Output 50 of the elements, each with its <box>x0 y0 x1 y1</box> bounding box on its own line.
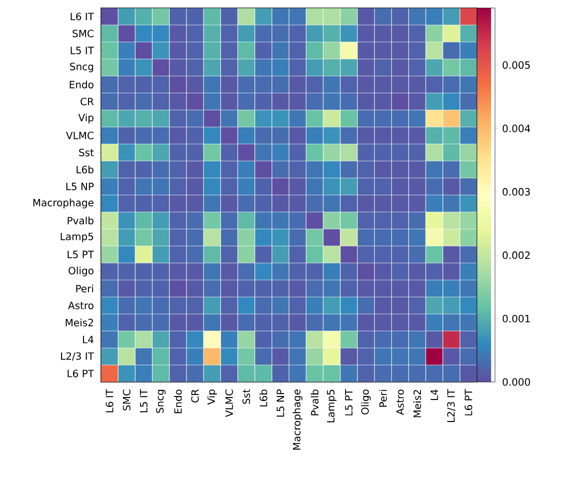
y-tick-label: CR <box>80 98 94 106</box>
y-tick-label: Astro <box>68 302 94 310</box>
x-tick-label: L6 PT <box>464 389 472 416</box>
x-tick-label: SMC <box>122 390 130 410</box>
color-bar-label: 0.002 <box>502 251 530 259</box>
x-tick-label: Pvalb <box>310 390 319 416</box>
x-tick-label: L5 NP <box>276 389 284 417</box>
y-tick-label: L6 PT <box>68 370 94 378</box>
color-bar-label: 0.005 <box>502 61 530 69</box>
color-bar-label: 0.000 <box>502 378 530 386</box>
x-tick-label: Sncg <box>156 390 166 413</box>
y-tick-label: L4 <box>83 336 94 344</box>
y-tick-label: Oligo <box>68 266 94 276</box>
color-bar-label: 0.004 <box>502 124 530 132</box>
y-tick-label: Vip <box>78 114 94 124</box>
x-tick-label: Endo <box>174 390 182 414</box>
x-tick-label: L6 IT <box>106 389 114 412</box>
x-tick-label: Astro <box>396 390 404 415</box>
y-tick-label: Macrophage <box>33 198 94 208</box>
y-tick-label: L6 IT <box>70 12 94 20</box>
y-tick-label: L5 NP <box>66 182 94 190</box>
y-tick-label: L2/3 IT <box>61 352 94 361</box>
x-tick-label: Vip <box>207 390 217 405</box>
x-tick-label: Sst <box>242 389 250 404</box>
x-tick-label: L4 <box>430 390 438 400</box>
x-tick-label: L5 IT <box>140 389 148 412</box>
color-bar-label: 0.003 <box>502 188 530 196</box>
x-tick-label: Macrophage <box>292 390 302 450</box>
y-tick-label: VLMC <box>66 132 94 140</box>
x-tick-label: VLMC <box>225 390 233 417</box>
y-tick-label: L6b <box>76 166 94 174</box>
y-tick-label: Pvalb <box>68 216 94 224</box>
x-tick-label: L5 PT <box>345 389 353 416</box>
x-tick-label: L2/3 IT <box>447 389 456 422</box>
y-tick-label: Sncg <box>70 62 94 72</box>
x-tick-label: L6b <box>259 390 268 406</box>
y-tick-label: L5 IT <box>70 46 94 54</box>
x-tick-label: Peri <box>379 390 387 407</box>
x-tick-label: Meis2 <box>413 390 422 418</box>
x-tick-label: CR <box>191 389 199 402</box>
y-tick-label: SMC <box>72 30 94 38</box>
y-tick-label: Endo <box>70 80 94 88</box>
y-tick-label: Meis2 <box>66 318 93 326</box>
x-tick-label: Lamp5 <box>327 390 336 422</box>
y-tick-label: Sst <box>79 148 94 156</box>
y-tick-label: Peri <box>76 284 94 292</box>
x-tick-label: Oligo <box>361 390 371 414</box>
y-tick-label: Lamp5 <box>60 232 94 242</box>
y-tick-label: L5 PT <box>68 250 94 258</box>
color-bar-label: 0.001 <box>502 314 530 322</box>
